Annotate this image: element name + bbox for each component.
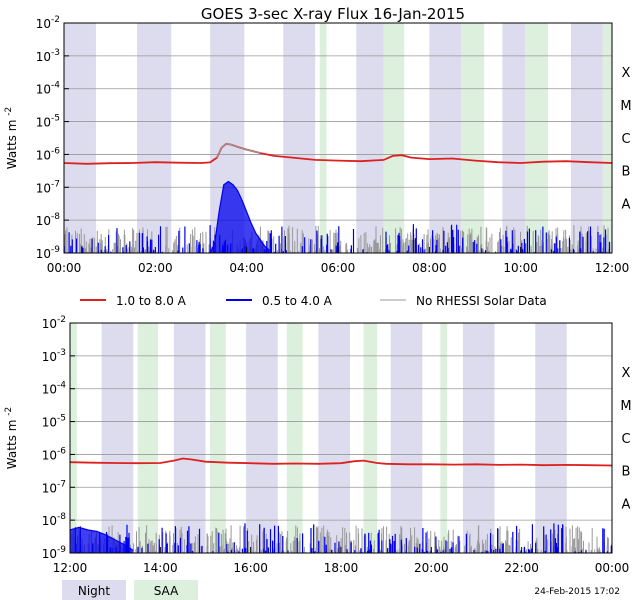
y-tick-label: 10-5 (42, 414, 66, 430)
series-short-fill (70, 527, 134, 553)
bottom-panel-1200-2400: 10-2 10-3 10-4 10-5 10-6 10-7 10-8 10-912:00 14:… (4, 315, 632, 575)
chart-title: GOES 3-sec X-ray Flux 16-Jan-2015 (201, 5, 465, 23)
y-tick-label: 10-7 (42, 479, 66, 495)
night-band (283, 23, 316, 253)
flare-class-label: C (621, 432, 630, 447)
top-panel-0000-1200: 10-2 10-3 10-4 10-5 10-6 10-7 10-8 10-900:00 02:… (4, 15, 632, 275)
legend-saa-swatch (134, 580, 198, 600)
legend-saa-label: SAA (154, 584, 179, 598)
series-long-line (63, 142, 613, 165)
x-tick-label: 00:00 (595, 561, 630, 575)
saa-band (286, 323, 303, 553)
legend-label-nodata: No RHESSI Solar Data (416, 294, 547, 308)
series-long-line (69, 457, 613, 467)
x-tick-label: 14:00 (143, 561, 178, 575)
y-tick-label: 10-2 (42, 315, 66, 331)
x-tick-label: 08:00 (412, 261, 447, 275)
y-tick-label: 10-8 (36, 212, 61, 228)
series-short-line (69, 526, 134, 551)
x-tick-label: 12:00 (595, 261, 630, 275)
legend-label-long: 1.0 to 8.0 A (116, 294, 187, 308)
flare-class-label: A (622, 198, 631, 213)
night-band (570, 23, 603, 253)
x-tick-label: 00:00 (47, 261, 82, 275)
saa-band (461, 23, 485, 253)
long-flare-nodata-overlay (216, 143, 261, 158)
flare-class-label: M (620, 99, 631, 114)
x-tick-label: 20:00 (414, 561, 449, 575)
saa-band (319, 23, 327, 253)
band-legend: Night SAA (62, 580, 198, 600)
night-band (390, 323, 423, 553)
y-tick-label: 10-3 (36, 48, 60, 64)
generation-timestamp: 24-Feb-2015 17:02 (534, 587, 620, 597)
night-band (318, 323, 351, 553)
flare-class-label: B (622, 465, 631, 480)
y-tick-label: 10-3 (42, 348, 66, 364)
night-band (137, 23, 172, 253)
y-axis-label: Watts m -2 (4, 407, 19, 469)
y-axis-label: Watts m -2 (4, 107, 19, 169)
series-short-fill (210, 181, 270, 253)
y-tick-label: 10-9 (42, 545, 67, 561)
y-tick-label: 10-7 (36, 179, 60, 195)
night-band (429, 23, 462, 253)
x-tick-label: 18:00 (324, 561, 359, 575)
night-band (173, 323, 206, 553)
x-tick-label: 16:00 (233, 561, 268, 575)
saa-band (137, 323, 159, 553)
saa-band (525, 23, 549, 253)
flare-class-label: X (622, 66, 631, 81)
y-tick-label: 10-6 (36, 146, 61, 162)
night-band (64, 23, 96, 253)
legend-night-label: Night (78, 584, 111, 598)
saa-band (363, 323, 378, 553)
saa-band (383, 23, 405, 253)
night-band (535, 323, 567, 553)
flux-legend: 1.0 to 8.0 A 0.5 to 4.0 A No RHESSI Sola… (80, 294, 547, 308)
y-tick-label: 10-4 (36, 81, 61, 97)
legend-night-swatch (62, 580, 126, 600)
flare-class-label: A (622, 498, 631, 513)
y-tick-label: 10-5 (36, 114, 60, 130)
flare-class-label: X (622, 366, 631, 381)
saa-band (210, 323, 226, 553)
series-short-line (209, 180, 270, 254)
flare-class-label: B (622, 165, 631, 180)
x-tick-label: 10:00 (503, 261, 538, 275)
y-tick-label: 10-9 (36, 245, 61, 261)
night-band (246, 323, 278, 553)
y-tick-label: 10-4 (42, 381, 67, 397)
y-tick-label: 10-2 (36, 15, 60, 31)
flare-class-label: C (621, 132, 630, 147)
legend-label-short: 0.5 to 4.0 A (262, 294, 333, 308)
night-band (502, 23, 526, 253)
y-tick-label: 10-8 (42, 512, 67, 528)
saa-band (440, 323, 448, 553)
x-tick-label: 04:00 (229, 261, 264, 275)
night-band (101, 323, 134, 553)
x-tick-label: 22:00 (504, 561, 539, 575)
y-tick-label: 10-6 (42, 446, 67, 462)
flare-class-label: M (620, 399, 631, 414)
x-tick-label: 02:00 (138, 261, 173, 275)
x-tick-label: 06:00 (321, 261, 356, 275)
saa-band (602, 23, 612, 253)
saa-band (70, 323, 77, 553)
night-band (356, 23, 384, 253)
night-band (462, 323, 495, 553)
x-tick-label: 12:00 (53, 561, 88, 575)
short-channel-noise (70, 523, 613, 553)
